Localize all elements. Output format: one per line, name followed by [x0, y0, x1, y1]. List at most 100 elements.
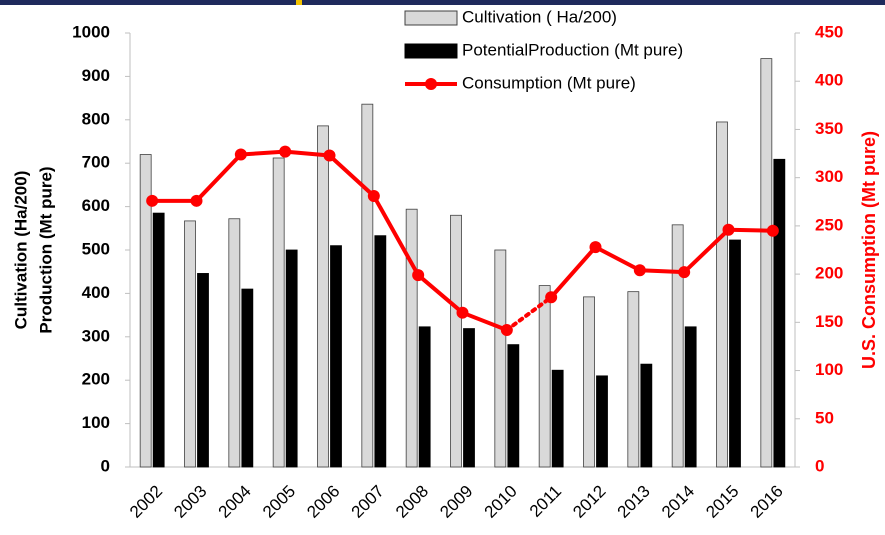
line-segment [238, 149, 288, 157]
legend-swatch [404, 43, 458, 59]
line-segment [593, 245, 642, 273]
y2-tick-label: 0 [815, 456, 824, 475]
line-point [456, 306, 469, 319]
line-segment [416, 273, 465, 315]
x-tick-label: 2009 [436, 482, 476, 522]
x-tick-label: 2013 [614, 482, 654, 522]
line-point [190, 194, 203, 207]
bar [374, 235, 387, 468]
bar [729, 239, 741, 468]
y-tick-label: 300 [82, 326, 110, 345]
line-point [589, 241, 602, 254]
y2-tick-label: 400 [815, 71, 843, 90]
legend-swatch [404, 10, 458, 26]
y-tick-label: 400 [82, 283, 110, 302]
line-segment [637, 268, 687, 275]
line-point [766, 224, 779, 237]
line-point [500, 324, 513, 337]
y-axis-label: Production (Mt pure) [36, 166, 55, 333]
x-tick-label: 2008 [392, 482, 432, 522]
x-tick-label: 2005 [259, 482, 299, 522]
y-axis-label: Cultivation (Ha/200) [11, 171, 30, 330]
y2-tick-label: 250 [815, 215, 843, 234]
bar [450, 214, 462, 468]
y-tick-label: 1000 [72, 22, 110, 41]
y-tick-label: 900 [82, 66, 110, 85]
line-point [412, 269, 425, 282]
y2-tick-label: 350 [815, 119, 843, 138]
legend-label: Cultivation ( Ha/200) [462, 7, 617, 26]
y2-tick-label: 100 [815, 360, 843, 379]
line-point [323, 149, 336, 162]
line-point [722, 223, 735, 236]
bar [596, 375, 608, 468]
x-tick-label: 2004 [215, 482, 255, 522]
line-point [678, 266, 691, 279]
y-tick-label: 200 [82, 370, 110, 389]
y-tick-label: 0 [101, 456, 110, 475]
legend-marker [425, 78, 437, 90]
line-point [146, 194, 159, 207]
line-segment [726, 227, 775, 233]
bar [671, 224, 684, 468]
line-segment [371, 193, 421, 278]
x-tick-label: 2016 [747, 482, 787, 522]
y2-tick-label: 150 [815, 312, 843, 331]
y2-tick-label: 200 [815, 264, 843, 283]
bar [494, 249, 507, 468]
x-tick-label: 2011 [526, 482, 565, 521]
line-segment [549, 245, 598, 300]
bar [241, 288, 254, 468]
bar [627, 291, 640, 468]
bar [551, 369, 564, 468]
legend-label: PotentialProduction (Mt pure) [462, 40, 683, 59]
x-tick-label: 2012 [569, 482, 609, 522]
bar [760, 58, 773, 468]
line-segment [194, 152, 243, 203]
bar [361, 103, 374, 468]
bar [405, 208, 418, 468]
line-segment [504, 295, 554, 333]
bar [538, 285, 551, 468]
top-accent [296, 0, 302, 5]
y-tick-label: 800 [82, 109, 110, 128]
bar [684, 326, 697, 468]
y2-tick-label: 300 [815, 167, 843, 186]
x-tick-label: 2006 [303, 482, 343, 522]
y2-tick-label: 450 [815, 22, 843, 41]
y2-axis-label: U.S. Consumption (Mt pure) [859, 131, 879, 369]
bar [773, 158, 786, 468]
y2-tick-label: 50 [815, 408, 834, 427]
bar [640, 363, 653, 468]
line-point [367, 189, 380, 202]
bar [184, 220, 196, 468]
bar [317, 125, 329, 468]
line-segment [283, 149, 332, 158]
bar [285, 249, 298, 468]
y-tick-label: 600 [82, 196, 110, 215]
bar [716, 121, 728, 468]
bar [463, 328, 475, 468]
x-tick-label: 2014 [658, 482, 698, 522]
bar [418, 326, 431, 468]
x-tick-label: 2002 [126, 482, 166, 522]
x-tick-label: 2003 [170, 482, 210, 522]
y-tick-label: 500 [82, 239, 110, 258]
line-segment [682, 227, 731, 275]
x-tick-label: 2007 [348, 482, 388, 522]
bar [507, 344, 520, 468]
line-segment [460, 310, 509, 333]
bar [330, 245, 342, 468]
top-border [0, 0, 885, 5]
bar [139, 154, 152, 468]
legend-label: Consumption (Mt pure) [462, 73, 636, 92]
x-tick-label: 2015 [702, 482, 742, 522]
bar [197, 273, 209, 468]
y-tick-label: 700 [82, 153, 110, 172]
y-tick-label: 100 [82, 413, 110, 432]
bar [152, 212, 165, 468]
line-point [633, 264, 646, 277]
x-tick-label: 2010 [481, 482, 521, 522]
bar [583, 296, 595, 468]
